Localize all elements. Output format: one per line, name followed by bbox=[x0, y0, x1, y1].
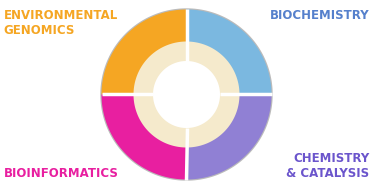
Polygon shape bbox=[101, 9, 186, 94]
Polygon shape bbox=[186, 9, 272, 94]
Polygon shape bbox=[100, 8, 273, 181]
Polygon shape bbox=[134, 42, 239, 147]
Polygon shape bbox=[186, 94, 272, 180]
Polygon shape bbox=[101, 94, 186, 180]
Text: ENVIRONMENTAL
GENOMICS: ENVIRONMENTAL GENOMICS bbox=[4, 9, 118, 37]
Text: BIOINFORMATICS: BIOINFORMATICS bbox=[4, 167, 119, 180]
Text: BIOCHEMISTRY: BIOCHEMISTRY bbox=[270, 9, 369, 22]
Text: CHEMISTRY
& CATALYSIS: CHEMISTRY & CATALYSIS bbox=[286, 152, 369, 180]
Polygon shape bbox=[153, 61, 220, 128]
